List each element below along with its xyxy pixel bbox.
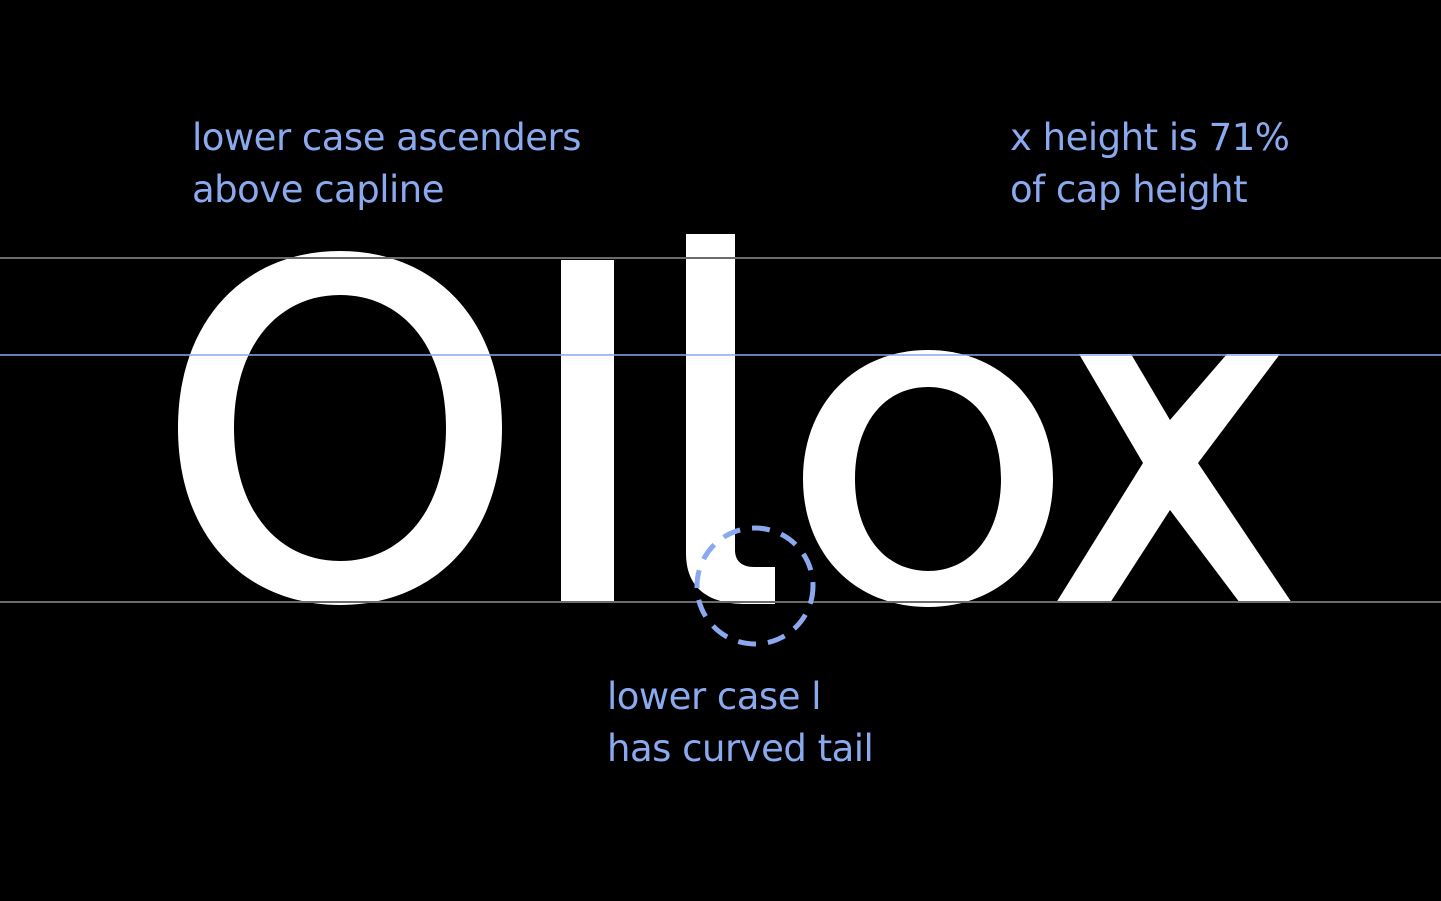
- xheight-annotation-line-1: x height is 71%: [1010, 116, 1290, 159]
- xheight-annotation-line-2: of cap height: [1010, 168, 1248, 211]
- curved-tail-annotation-line-2: has curved tail: [607, 727, 874, 770]
- glyph-lowercase-x: [1056, 354, 1292, 603]
- glyph-lowercase-o: [803, 350, 1053, 607]
- glyph-lowercase-l-straight: [561, 260, 614, 602]
- curved-tail-callout-circle: [694, 525, 816, 647]
- curved-tail-annotation-line-1: lower case l: [607, 675, 822, 718]
- ascenders-annotation-line-1: lower case ascenders: [192, 116, 581, 159]
- curved-tail-annotation: lower case l has curved tail: [607, 671, 874, 775]
- xheight-annotation: x height is 71% of cap height: [1010, 112, 1290, 216]
- ascenders-annotation-line-2: above capline: [192, 168, 444, 211]
- glyph-lowercase-l-curved: [686, 234, 775, 604]
- ascenders-annotation: lower case ascenders above capline: [192, 112, 581, 216]
- glyph-capital-o: [178, 251, 502, 605]
